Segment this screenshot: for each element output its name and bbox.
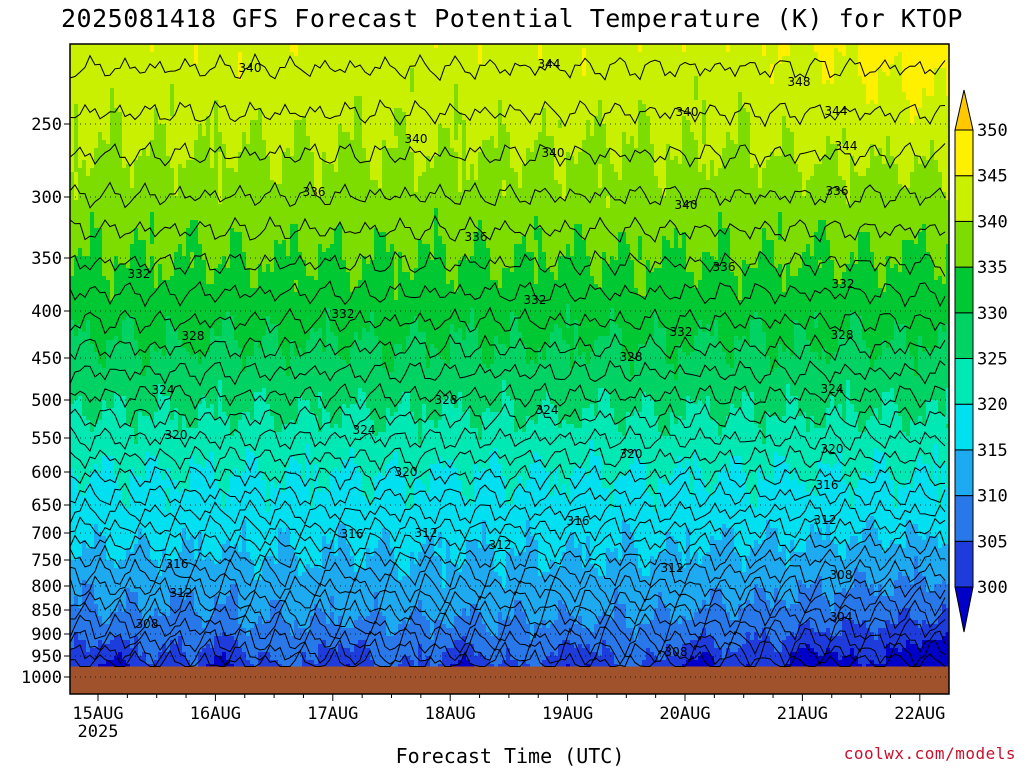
y-tick-label: 750 [31, 551, 62, 571]
colorbar-bin [955, 221, 973, 267]
contour-label: 308 [665, 645, 688, 659]
credit-link[interactable]: coolwx.com/models [844, 744, 1016, 763]
y-tick-label: 400 [31, 302, 62, 322]
x-axis: 15AUG 16AUG 17AUG 18AUG 19AUG 20AUG 21AUG 22AUG… [72, 694, 945, 742]
y-tick-label: 650 [31, 496, 62, 516]
colorbar-bin [955, 404, 973, 450]
colorbar-bin [955, 313, 973, 359]
contour-label: 344 [835, 139, 858, 153]
colorbar: 300 305 310 315 320 325 330 335 340 345 350 [955, 90, 1008, 632]
contour-label: 312 [170, 586, 193, 600]
x-tick-label: 16AUG [190, 704, 241, 724]
contour-label: 316 [816, 478, 839, 492]
contour-label: 340 [239, 61, 262, 75]
contour-label: 332 [832, 277, 855, 291]
x-tick-sublabel: 2025 [78, 722, 119, 742]
contour-label: 312 [661, 561, 684, 575]
y-tick-label: 550 [31, 429, 62, 449]
contour-label: 340 [405, 132, 428, 146]
contour-label: 316 [341, 527, 364, 541]
contour-label: 324 [821, 382, 844, 396]
x-tick-label: 17AUG [307, 704, 358, 724]
contour-label: 340 [675, 198, 698, 212]
contour-label: 340 [542, 146, 565, 160]
colorbar-label: 300 [977, 578, 1008, 598]
x-tick-label: 18AUG [425, 704, 476, 724]
contour-label: 324 [152, 383, 175, 397]
y-tick-label: 300 [31, 188, 62, 208]
contour-label: 312 [415, 526, 438, 540]
colorbar-extend-max [955, 90, 973, 130]
colorbar-bin [955, 130, 973, 176]
contour-label: 332 [670, 325, 693, 339]
y-tick-label: 600 [31, 463, 62, 483]
colorbar-label: 325 [977, 350, 1008, 370]
contour-label: 312 [814, 513, 837, 527]
contour-label: 336 [826, 184, 849, 198]
colorbar-label: 350 [977, 121, 1008, 141]
contour-label: 312 [489, 538, 512, 552]
contour-label: 316 [166, 557, 189, 571]
y-tick-label: 1000 [21, 668, 62, 688]
contour-label: 336 [713, 260, 736, 274]
colorbar-label: 345 [977, 167, 1008, 187]
contour-label: 328 [831, 328, 854, 342]
colorbar-bin [955, 359, 973, 405]
x-tick-label: 20AUG [659, 704, 710, 724]
contour-label: 308 [136, 617, 159, 631]
contour-label: 328 [435, 393, 458, 407]
colorbar-label: 315 [977, 441, 1008, 461]
contour-label: 332 [128, 267, 151, 281]
y-tick-label: 900 [31, 625, 62, 645]
y-tick-label: 700 [31, 524, 62, 544]
colorbar-label: 305 [977, 532, 1008, 552]
colorbar-bin [955, 541, 973, 587]
contour-label: 348 [788, 75, 811, 89]
y-tick-label: 500 [31, 391, 62, 411]
x-axis-label: Forecast Time (UTC) [330, 744, 690, 768]
y-tick-label: 250 [31, 115, 62, 135]
y-tick-label: 800 [31, 577, 62, 597]
y-axis: 250 300 350 400 450 500 550 600 650 700 750 800 850 9… [21, 115, 70, 688]
y-tick-label: 350 [31, 249, 62, 269]
contour-label: 344 [825, 104, 848, 118]
contour-label: 320 [821, 442, 844, 456]
contour-label: 332 [332, 307, 355, 321]
contour-label: 320 [620, 447, 643, 461]
y-tick-label: 950 [31, 647, 62, 667]
colorbar-label: 310 [977, 487, 1008, 507]
colorbar-bin [955, 450, 973, 496]
colorbar-label: 330 [977, 304, 1008, 324]
y-tick-label: 450 [31, 349, 62, 369]
contour-label: 324 [353, 423, 376, 437]
colorbar-label: 340 [977, 212, 1008, 232]
contour-label: 344 [538, 57, 561, 71]
contour-label: 340 [676, 105, 699, 119]
contour-label: 332 [524, 293, 547, 307]
contour-label: 320 [395, 465, 418, 479]
contour-label: 328 [182, 329, 205, 343]
x-tick-label: 15AUG [72, 704, 123, 724]
contour-label: 304 [830, 610, 853, 624]
x-tick-label: 21AUG [777, 704, 828, 724]
x-tick-label: 19AUG [542, 704, 593, 724]
colorbar-extend-min [955, 587, 973, 632]
x-tick-label: 22AUG [894, 704, 945, 724]
cross-section-chart: 340 344 348 344 340 340 340 344 340 336 336 336 336 3… [0, 0, 1024, 768]
surface-ground [70, 667, 949, 695]
colorbar-label: 320 [977, 395, 1008, 415]
contour-label: 324 [536, 403, 559, 417]
contour-label: 328 [620, 350, 643, 364]
contour-label: 336 [465, 230, 488, 244]
colorbar-bin [955, 176, 973, 222]
y-tick-label: 850 [31, 601, 62, 621]
contour-label: 336 [303, 185, 326, 199]
colorbar-bin [955, 267, 973, 313]
contour-label: 308 [830, 568, 853, 582]
contour-label: 320 [165, 428, 188, 442]
colorbar-label: 335 [977, 258, 1008, 278]
contour-label: 316 [567, 514, 590, 528]
colorbar-bin [955, 496, 973, 542]
